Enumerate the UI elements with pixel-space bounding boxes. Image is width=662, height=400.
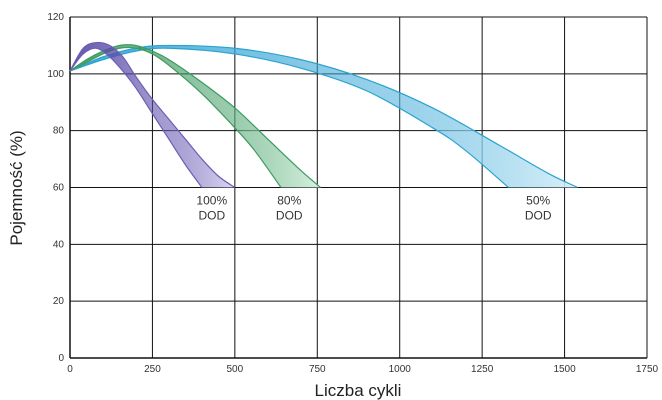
- band-upper-curve: [69, 44, 321, 188]
- grid: [69, 16, 648, 359]
- band-label-line: 50%: [526, 194, 550, 208]
- y-axis-title: Pojemność (%): [7, 130, 26, 245]
- x-tick-label: 0: [67, 364, 73, 375]
- x-tick-label: 750: [309, 364, 326, 375]
- band-label-line: 100%: [196, 194, 227, 208]
- x-tick-label: 500: [227, 364, 244, 375]
- y-tick-label: 20: [53, 296, 65, 307]
- x-tick-label: 250: [144, 364, 161, 375]
- y-tick-label: 60: [53, 183, 65, 194]
- band-lower-curve: [69, 46, 282, 188]
- x-tick-label: 1500: [553, 364, 576, 375]
- band-label-line: DOD: [525, 209, 552, 223]
- band-fill-80-dod: [70, 44, 321, 188]
- band-lower-curve: [69, 47, 203, 188]
- band-upper-curve: [69, 41, 236, 188]
- x-tick-label: 1250: [471, 364, 494, 375]
- band-lower-curve: [69, 47, 509, 188]
- y-tick-label: 120: [47, 12, 64, 23]
- band-label-line: DOD: [198, 209, 225, 223]
- band-label-line: DOD: [276, 209, 303, 223]
- y-tick-label: 0: [58, 353, 64, 364]
- band-fill-50-dod: [70, 45, 578, 188]
- tick-labels: 0 250 500 750 1000 1250 1500 1750 0 20 40 60 80 100 12…: [47, 12, 658, 375]
- x-tick-label: 1750: [636, 364, 659, 375]
- band-label-line: 80%: [277, 194, 301, 208]
- y-tick-label: 100: [47, 69, 64, 80]
- band-fill-100-dod: [70, 42, 235, 188]
- x-axis-title: Liczba cykli: [315, 381, 402, 400]
- series-layer: [69, 41, 579, 189]
- x-tick-label: 1000: [389, 364, 412, 375]
- y-tick-label: 80: [53, 126, 65, 137]
- y-tick-label: 40: [53, 239, 65, 250]
- band-upper-curve: [69, 44, 579, 189]
